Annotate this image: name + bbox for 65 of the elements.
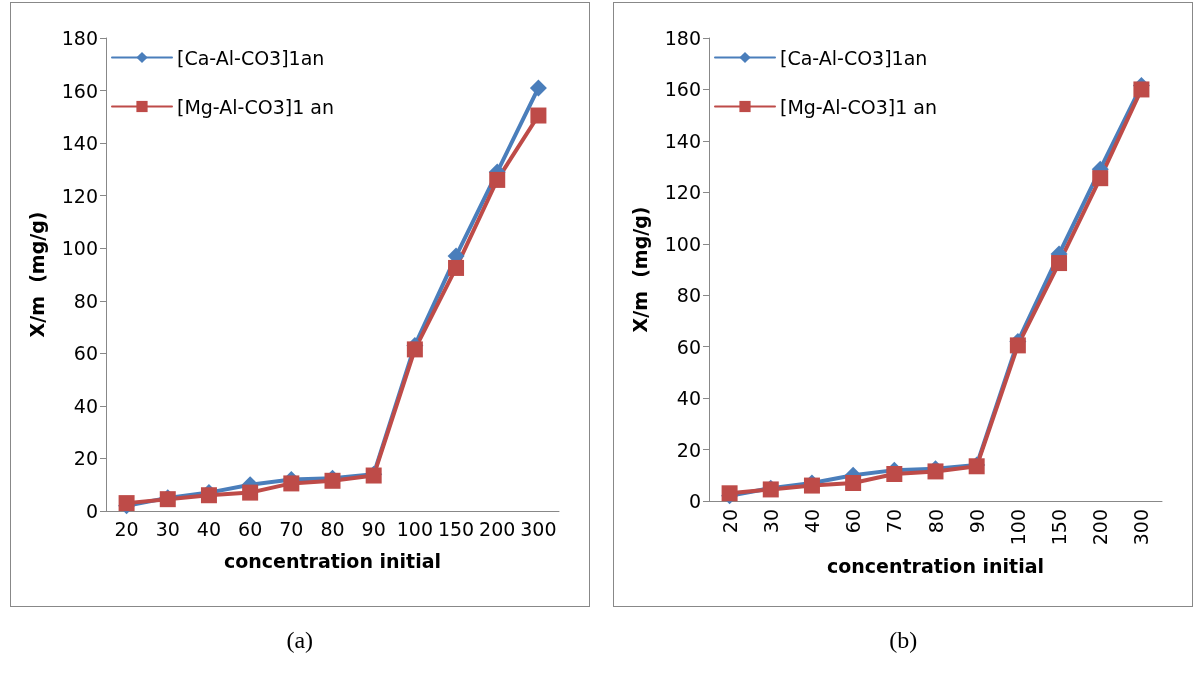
legend-label: [Mg-Al-CO3]1 an xyxy=(780,95,938,118)
x-tick-label: 60 xyxy=(237,517,262,540)
text: (a) xyxy=(286,627,314,654)
y-tick-label: 80 xyxy=(677,284,702,307)
point xyxy=(529,79,547,97)
point xyxy=(530,107,547,124)
y-tick-label: 180 xyxy=(61,27,98,49)
y-tick-label: 40 xyxy=(677,387,702,410)
x-tick-label: 20 xyxy=(114,517,139,540)
x-tick-label: 70 xyxy=(278,517,304,540)
legend-label: [Ca-Al-CO3]1an xyxy=(780,46,928,69)
x-tick-label: 90 xyxy=(965,509,988,534)
y-axis-title: X/m (mg/g) xyxy=(25,211,48,338)
point xyxy=(1051,255,1068,272)
x-tick-label: 40 xyxy=(801,509,824,534)
x-tick-label: 70 xyxy=(883,509,906,534)
y-tick-label: 100 xyxy=(61,237,98,260)
y-tick-label: 60 xyxy=(677,335,702,358)
x-tick-label: 20 xyxy=(718,509,741,534)
text: (b) xyxy=(889,627,918,654)
x-tick-label: 30 xyxy=(760,509,783,534)
point xyxy=(886,465,903,482)
y-tick-label: 120 xyxy=(61,184,98,207)
x-tick-label: 80 xyxy=(320,517,345,540)
point xyxy=(1010,337,1027,354)
point xyxy=(406,341,423,358)
point xyxy=(241,484,258,501)
y-tick-label: 140 xyxy=(61,132,98,155)
legend-label: [Ca-Al-CO3]1an xyxy=(176,46,325,69)
point xyxy=(283,475,300,492)
x-tick-label: 200 xyxy=(1089,509,1112,546)
y-tick-label: 120 xyxy=(664,181,702,204)
point xyxy=(1092,170,1109,187)
y-tick-label: 100 xyxy=(664,232,702,255)
x-tick-label: 100 xyxy=(1007,509,1030,546)
y-tick-label: 140 xyxy=(664,129,702,152)
x-axis-title: concentration initial xyxy=(827,554,1045,577)
y-tick-label: 80 xyxy=(73,289,98,312)
x-tick-label: 100 xyxy=(396,517,433,540)
y-tick-label: 20 xyxy=(73,447,98,470)
y-axis-title: X/m (mg/g) xyxy=(628,206,651,333)
x-tick-label: 80 xyxy=(924,509,947,534)
x-tick-label: 40 xyxy=(196,517,221,540)
legend-label: [Mg-Al-CO3]1 an xyxy=(176,95,334,118)
y-tick-label: 20 xyxy=(677,438,702,461)
x-tick-label: 60 xyxy=(842,509,865,534)
y-tick-label: 180 xyxy=(664,27,702,49)
y-tick-label: 160 xyxy=(664,78,702,101)
x-tick-label: 150 xyxy=(1048,509,1071,546)
y-tick-label: 0 xyxy=(85,500,98,522)
point xyxy=(1133,81,1150,98)
x-tick-label: 200 xyxy=(478,517,516,540)
x-tick-label: 300 xyxy=(1130,509,1153,546)
y-tick-label: 60 xyxy=(73,342,98,365)
y-tick-label: 160 xyxy=(61,79,98,102)
x-tick-label: 300 xyxy=(520,517,557,540)
point xyxy=(447,259,464,276)
point xyxy=(845,474,862,491)
x-tick-label: 90 xyxy=(361,517,386,540)
x-tick-label: 150 xyxy=(437,517,474,540)
point xyxy=(488,171,505,188)
y-tick-label: 0 xyxy=(689,490,702,512)
x-axis-title: concentration initial xyxy=(223,549,441,572)
x-tick-label: 30 xyxy=(155,517,180,540)
y-tick-label: 40 xyxy=(73,394,98,417)
